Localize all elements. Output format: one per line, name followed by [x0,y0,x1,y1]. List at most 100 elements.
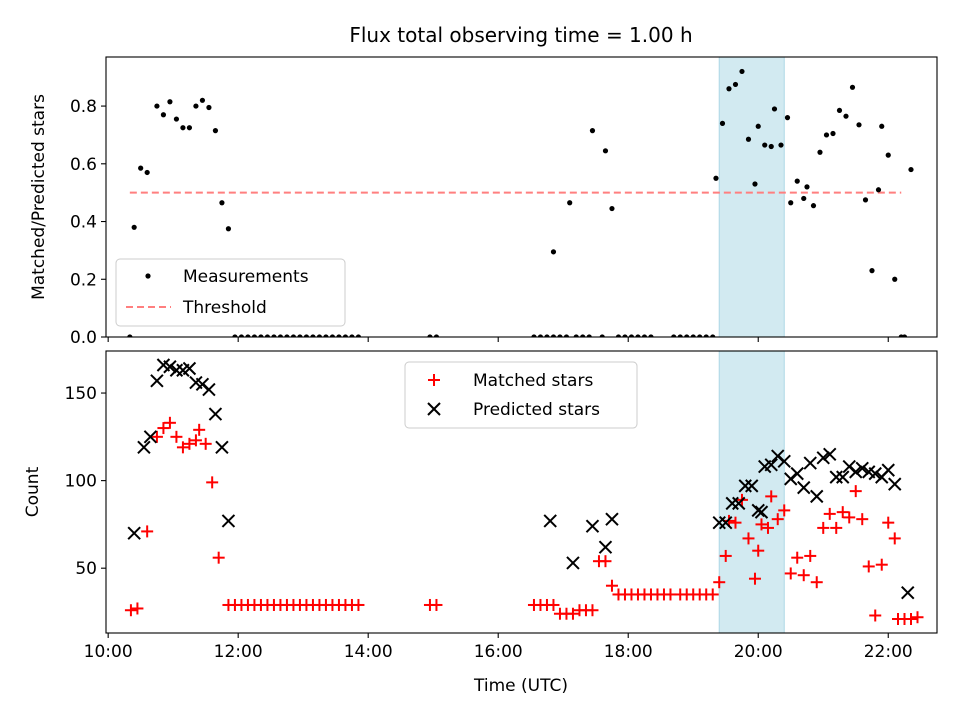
measurement-point [154,103,160,109]
x-tick-label: 20:00 [734,642,783,662]
measurement-point [641,334,648,337]
top-plot-frame [105,56,938,338]
measurement-point [671,334,677,337]
x-tick-label: 22:00 [864,642,913,662]
predicted-star-point [566,556,580,570]
predicted-star-point [598,540,613,554]
measurement-point [589,128,596,134]
measurement-point [573,334,579,337]
x-axis-label: Time (UTC) [473,676,568,696]
matched-star-point [836,506,849,519]
predicted-star-point [169,363,184,377]
predicted-star-point [712,515,726,530]
measurement-point [567,200,573,206]
legend-measurements-label: Measurements [183,267,309,287]
matched-star-point [849,485,862,498]
measurement-point [427,334,433,337]
measurement-point [794,178,800,184]
predicted-star-point [888,477,902,491]
top-legend: Measurements Threshold [115,258,346,327]
matched-star-point [823,507,836,520]
predicted-star-point [725,496,739,511]
measurement-point [303,334,310,337]
measurement-point [349,334,355,337]
bottom-highlight-span [718,350,785,634]
measurement-point [804,184,810,190]
bottom-panel: 50 100 150 10:00 12:00 14:00 16:00 18:00 20:00 2… [23,350,938,696]
measurement-point [238,334,245,337]
matched-star-point [742,532,755,545]
measurement-point [739,68,745,75]
measurement-point [609,205,615,212]
measurement-point [726,86,732,92]
predicted-star-point [829,470,843,484]
measurement-point [628,334,635,337]
measurement-point [245,334,251,337]
measurement-point [885,152,891,158]
measurement-point [788,200,794,206]
measurement-point [817,149,823,155]
measurement-point [830,130,836,137]
predicted-star-point [732,496,746,511]
measurement-point [550,249,557,255]
matched-star-point [856,513,869,526]
measurement-point [615,334,622,337]
measurement-point [801,195,807,202]
y-tick-label: 50 [75,559,97,579]
matched-star-point [797,569,810,582]
predicted-star-point [797,480,811,495]
matched-star-point [124,604,137,617]
y-tick-label: 0.8 [70,97,97,117]
bottom-y-axis-label: Count [23,466,43,517]
predicted-star-point [143,430,158,444]
matched-star-point [206,476,219,489]
measurement-point [144,169,150,176]
measurement-point [550,334,557,337]
predicted-star-point [868,466,882,481]
predicted-star-point [751,503,765,518]
predicted-star-point [221,514,236,528]
legend-predicted-marker [427,402,441,416]
y-tick-label: 100 [65,472,97,492]
predicted-star-point [823,447,837,462]
measurement-point [160,112,167,118]
matched-star-point [163,416,176,429]
predicted-star-point [182,361,197,376]
measurement-point [563,334,570,337]
measurement-point [531,334,537,337]
legend-predicted-label: Predicted stars [473,400,600,420]
matched-star-point [713,576,726,589]
measurement-point [557,334,563,337]
measurement-point [131,224,137,230]
measurement-point [173,116,180,122]
y-tick-label: 0.2 [70,270,97,290]
measurement-point [277,334,284,337]
measurement-point [127,334,133,337]
measurement-point [212,128,219,134]
legend-threshold-label: Threshold [182,298,267,318]
y-tick-label: 0.6 [70,155,97,175]
chart-title: Flux total observing time = 1.00 h [349,23,692,47]
measurement-point [719,120,726,126]
matched-star-point [765,490,778,503]
matched-star-point [605,579,618,592]
y-tick-label: 0.4 [70,213,97,233]
measurement-point [752,181,758,187]
measurement-point [635,334,641,337]
measurement-point [677,334,683,337]
measurement-point [199,97,206,103]
measurement-point [180,125,186,131]
matched-star-point [729,516,742,529]
matched-star-point [791,551,804,564]
matched-star-point [706,588,719,601]
measurement-point [879,123,885,129]
x-tick-label: 16:00 [474,642,523,662]
top-y-axis-label: Matched/Predicted stars [29,94,49,300]
measurement-point [284,334,290,337]
measurement-point [771,106,778,112]
measurement-point [290,334,297,337]
predicted-star-point [605,512,619,526]
measurement-point [310,334,316,337]
measurement-point [219,200,225,206]
predicted-star-point [849,465,863,479]
